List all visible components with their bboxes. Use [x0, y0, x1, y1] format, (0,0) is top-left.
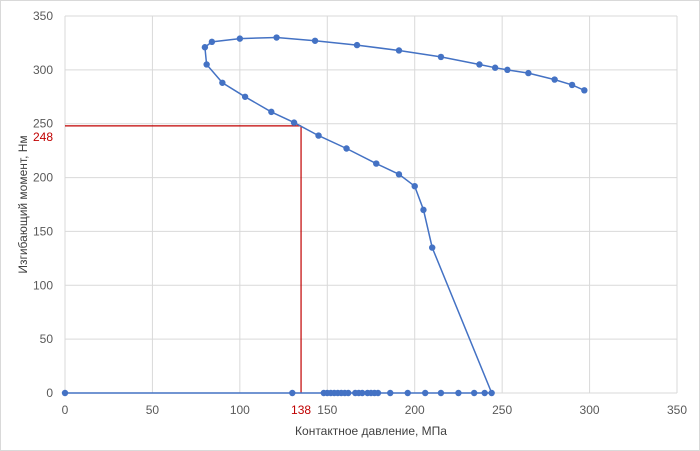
data-point: [289, 389, 296, 397]
y-tick-label: 150: [33, 224, 53, 238]
y-tick-label: 100: [33, 278, 53, 292]
tick-labels: 0 50 100 150 200 250 300 350 0 50 100 150 200 250 300 3…: [33, 9, 687, 417]
data-point: [437, 389, 445, 397]
data-point: [268, 108, 275, 116]
x-tick-label: 150: [317, 403, 337, 417]
data-point: [455, 389, 462, 397]
data-point: [373, 160, 380, 167]
data-point: [395, 171, 403, 178]
x-tick-label: 300: [580, 403, 600, 417]
data-point: [525, 69, 532, 77]
data-point: [208, 38, 216, 46]
data-point: [395, 47, 403, 54]
data-point: [420, 206, 427, 214]
x-tick-label: 100: [230, 403, 250, 417]
data-point: [551, 76, 558, 83]
x-annotation-label: 138: [291, 403, 311, 417]
data-point: [311, 37, 319, 44]
y-tick-label: 0: [46, 386, 53, 400]
data-point: [374, 389, 382, 397]
x-tick-label: 250: [492, 403, 512, 417]
data-point: [437, 53, 445, 61]
data-point: [476, 61, 483, 68]
data-point: [219, 79, 226, 86]
data-point: [61, 389, 69, 397]
data-point: [273, 34, 280, 41]
y-annotation-label: 248: [33, 130, 53, 144]
y-tick-label: 200: [33, 171, 53, 185]
gridlines: [64, 15, 678, 394]
data-point: [203, 61, 210, 68]
data-point: [581, 87, 588, 94]
y-tick-label: 50: [40, 332, 54, 346]
x-tick-label: 350: [667, 403, 687, 417]
data-point: [201, 44, 209, 51]
data-point: [345, 389, 352, 397]
series-line: [204, 36, 585, 394]
data-point: [422, 389, 429, 397]
y-axis-title: Изгибающий момент, Нм: [16, 135, 30, 273]
y-tick-label: 300: [33, 63, 53, 77]
data-point: [488, 389, 495, 397]
data-point: [491, 64, 499, 71]
data-point: [236, 35, 244, 42]
y-tick-label: 250: [33, 117, 53, 131]
data-point: [411, 182, 418, 190]
data-point: [404, 389, 411, 397]
x-tick-label: 200: [405, 403, 425, 417]
data-point: [241, 93, 249, 100]
x-tick-label: 50: [146, 403, 160, 417]
data-point: [353, 41, 361, 49]
x-tick-label: 0: [62, 403, 69, 417]
data-point: [359, 389, 366, 397]
data-point: [290, 119, 298, 126]
data-point: [387, 389, 394, 397]
series-layer: [61, 34, 588, 397]
data-point: [470, 389, 478, 397]
data-point: [429, 244, 436, 251]
data-point: [568, 81, 576, 89]
annotation-lines: [65, 125, 302, 393]
data-point: [504, 66, 511, 74]
data-point: [343, 145, 350, 152]
data-point: [315, 132, 322, 139]
data-point: [481, 389, 488, 397]
x-axis-title: Контактное давление, МПа: [295, 424, 447, 438]
y-tick-label: 350: [33, 9, 53, 23]
